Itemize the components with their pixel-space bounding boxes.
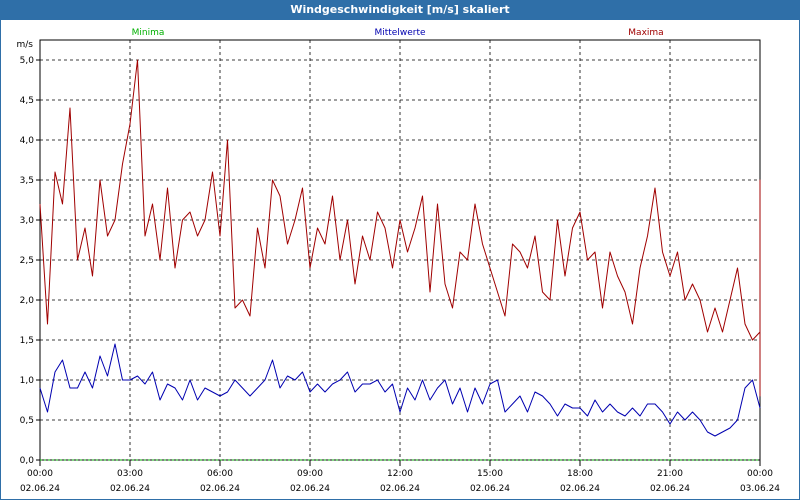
x-tick-date-label: 02.06.24 xyxy=(20,484,60,494)
y-tick-label: 2,5 xyxy=(20,256,34,266)
x-tick-date-label: 03.06.24 xyxy=(740,484,780,494)
x-tick-time-label: 03:00 xyxy=(117,469,143,479)
x-tick-time-label: 00:00 xyxy=(27,469,53,479)
x-tick-date-label: 02.06.24 xyxy=(290,484,330,494)
legend-minima: Minima xyxy=(132,28,165,38)
wind-speed-chart: 0,0 0,5 1,0 1,5 2,0 2,5 3,0 3,5 4,0 4,5 5,0 m/s 00:0… xyxy=(17,28,781,494)
x-tick-time-label: 18:00 xyxy=(567,469,593,479)
series-line-mittelwerte xyxy=(39,343,761,437)
y-tick-label: 4,5 xyxy=(20,96,34,106)
x-tick-date-label: 02.06.24 xyxy=(380,484,420,494)
x-tick-date-label: 02.06.24 xyxy=(560,484,600,494)
y-tick-label: 3,5 xyxy=(20,176,34,186)
y-tick-label: 1,5 xyxy=(20,336,34,346)
x-tick-time-label: 06:00 xyxy=(207,469,233,479)
x-tick-time-label: 00:00 xyxy=(747,469,773,479)
y-axis-unit: m/s xyxy=(17,40,34,50)
x-tick-date-label: 02.06.24 xyxy=(470,484,510,494)
x-tick-time-label: 21:00 xyxy=(657,469,683,479)
x-tick-date-label: 02.06.24 xyxy=(200,484,240,494)
y-tick-label: 0,0 xyxy=(20,456,35,466)
x-tick-time-label: 09:00 xyxy=(297,469,323,479)
y-tick-label: 0,5 xyxy=(20,416,34,426)
y-tick-label: 2,0 xyxy=(20,296,35,306)
chart-title: Windgeschwindigkeit [m/s] skaliert xyxy=(0,0,800,20)
series-line-maxima xyxy=(39,59,761,397)
y-tick-label: 4,0 xyxy=(20,136,35,146)
x-tick-date-label: 02.06.24 xyxy=(110,484,150,494)
y-tick-label: 1,0 xyxy=(20,376,35,386)
legend-mittelwerte: Mittelwerte xyxy=(374,28,425,38)
legend-maxima: Maxima xyxy=(628,28,663,38)
y-tick-label: 5,0 xyxy=(20,56,35,66)
x-tick-time-label: 12:00 xyxy=(387,469,413,479)
x-tick-date-label: 02.06.24 xyxy=(650,484,690,494)
x-tick-time-label: 15:00 xyxy=(477,469,503,479)
y-tick-label: 3,0 xyxy=(20,216,35,226)
